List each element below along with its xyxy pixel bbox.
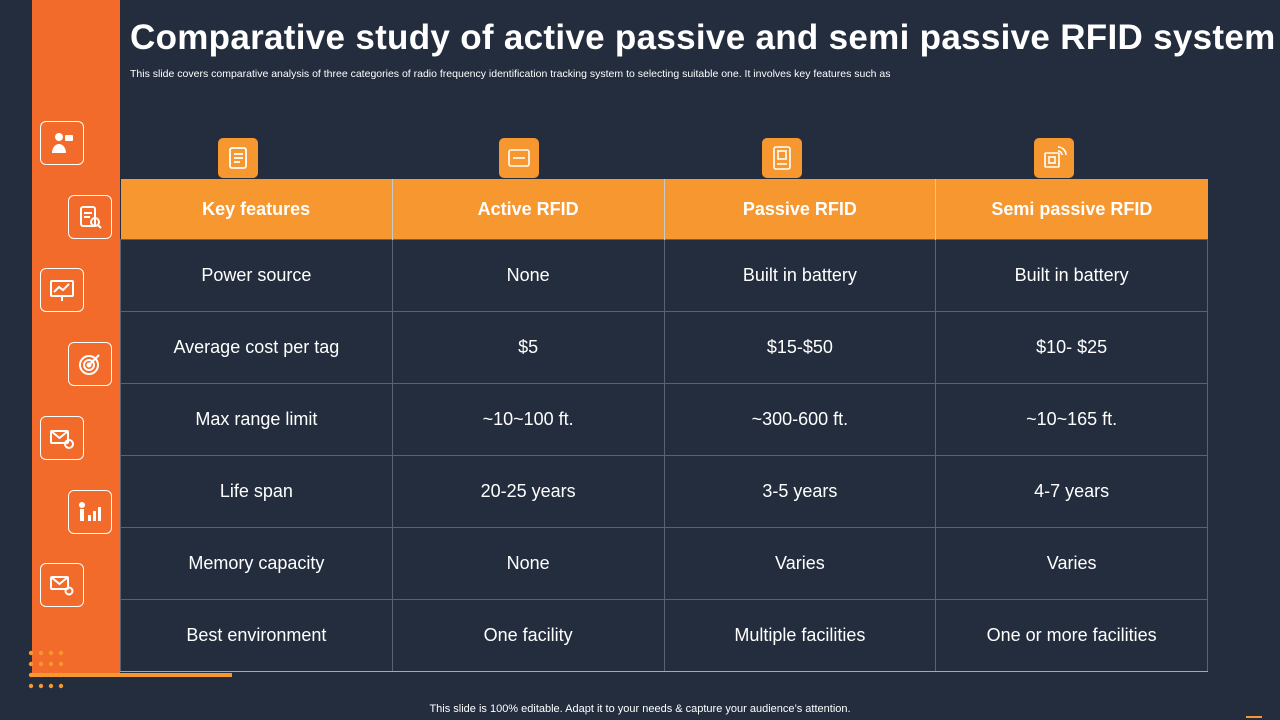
table-cell: ~300-600 ft. xyxy=(663,383,937,456)
table-row: Best environment One facility Multiple f… xyxy=(120,599,1208,672)
table-cell: One or more facilities xyxy=(935,599,1208,672)
header-active-rfid: Active RFID xyxy=(392,179,665,240)
presentation-chart-icon xyxy=(40,268,84,312)
footer-note: This slide is 100% editable. Adapt it to… xyxy=(429,703,851,715)
table-cell: Max range limit xyxy=(120,383,393,456)
person-growth-chart-icon xyxy=(68,490,112,534)
table-cell: One facility xyxy=(391,599,665,672)
table-cell: 4-7 years xyxy=(935,455,1208,528)
page-title: Comparative study of active passive and … xyxy=(130,18,1276,57)
header-semi-passive-rfid: Semi passive RFID xyxy=(935,179,1208,240)
table-cell: ~10~100 ft. xyxy=(391,383,665,456)
table-cell: 3-5 years xyxy=(663,455,937,528)
table-header-row: Key features Active RFID Passive RFID Se… xyxy=(120,179,1208,240)
table-cell: Multiple facilities xyxy=(663,599,937,672)
email-gear-icon xyxy=(40,416,84,460)
table-row: Average cost per tag $5 $15-$50 $10- $25 xyxy=(120,311,1208,384)
comparison-table: Key features Active RFID Passive RFID Se… xyxy=(120,179,1208,672)
table-cell: Varies xyxy=(935,527,1208,600)
page-subtitle: This slide covers comparative analysis o… xyxy=(130,68,891,80)
table-cell: Best environment xyxy=(120,599,393,672)
sidebar xyxy=(32,0,120,674)
header-passive-rfid: Passive RFID xyxy=(664,179,937,240)
table-cell: Power source xyxy=(120,239,393,312)
rfid-tag-icon xyxy=(762,138,802,178)
table-cell: Life span xyxy=(120,455,393,528)
table-row: Max range limit ~10~100 ft. ~300-600 ft.… xyxy=(120,383,1208,456)
table-cell: Built in battery xyxy=(663,239,937,312)
target-icon xyxy=(68,342,112,386)
table-cell: 20-25 years xyxy=(391,455,665,528)
person-presenter-icon xyxy=(40,121,84,165)
rfid-card-icon xyxy=(499,138,539,178)
rfid-signal-chip-icon xyxy=(1034,138,1074,178)
table-cell: None xyxy=(391,239,665,312)
table-cell: $10- $25 xyxy=(935,311,1208,384)
table-cell: Built in battery xyxy=(935,239,1208,312)
header-key-features: Key features xyxy=(120,179,393,240)
clipboard-search-icon xyxy=(68,195,112,239)
table-cell: $15-$50 xyxy=(663,311,937,384)
email-settings-icon xyxy=(40,563,84,607)
checklist-icon xyxy=(218,138,258,178)
accent-underline xyxy=(32,673,232,677)
table-cell: Memory capacity xyxy=(120,527,393,600)
table-cell: Average cost per tag xyxy=(120,311,393,384)
table-row: Memory capacity None Varies Varies xyxy=(120,527,1208,600)
table-cell: $5 xyxy=(391,311,665,384)
table-cell: None xyxy=(391,527,665,600)
table-cell: ~10~165 ft. xyxy=(935,383,1208,456)
table-cell: Varies xyxy=(663,527,937,600)
table-row: Power source None Built in battery Built… xyxy=(120,239,1208,312)
table-row: Life span 20-25 years 3-5 years 4-7 year… xyxy=(120,455,1208,528)
decorative-dots xyxy=(28,650,64,689)
corner-accent-mark xyxy=(1246,716,1262,718)
